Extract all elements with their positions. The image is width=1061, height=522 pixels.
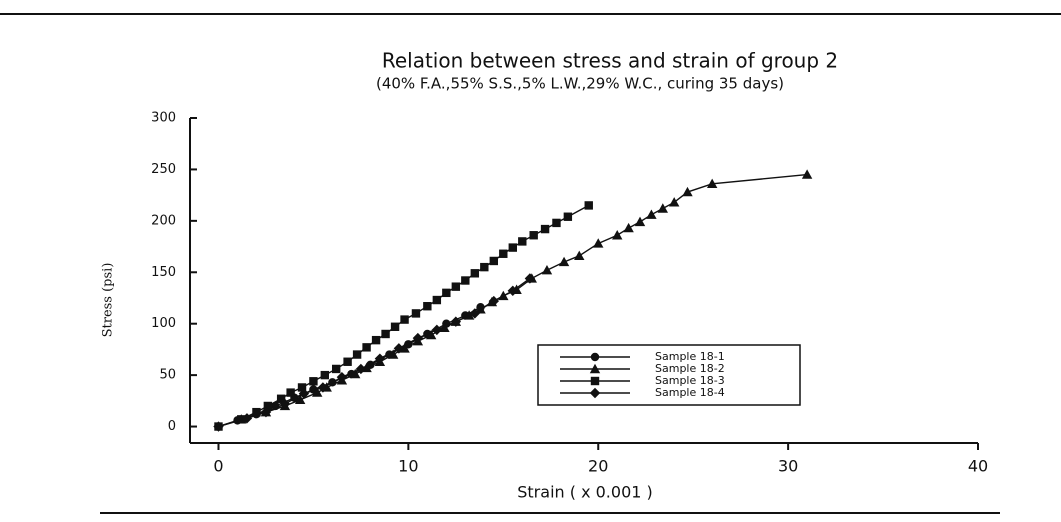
marker [263,401,273,411]
marker [371,335,381,345]
marker [508,243,517,252]
marker [480,262,489,272]
marker [518,237,527,246]
marker [320,370,330,380]
x-tick-label: 40 [968,457,988,476]
marker [343,357,352,366]
marker [529,231,538,240]
legend-marker [589,387,601,399]
marker [682,186,693,197]
x-tick-label: 30 [778,457,798,476]
legend-marker [589,363,601,374]
marker [276,394,286,403]
x-tick-label: 20 [588,457,608,476]
marker [260,406,272,418]
marker [470,269,480,278]
marker [432,295,442,305]
marker [593,238,604,248]
chart-subtitle: (40% F.A.,55% S.S.,5% L.W.,29% W.C., cur… [376,75,784,93]
marker [423,302,432,311]
marker [390,322,400,331]
marker [540,224,550,234]
y-tick-label: 0 [168,419,176,434]
x-tick-label: 10 [398,457,418,476]
legend-label: Sample 18-4 [655,386,725,399]
marker [393,343,405,354]
marker [574,250,585,261]
legend-box [537,344,801,406]
y-tick-label: 300 [151,111,176,126]
marker [352,350,362,359]
marker [381,329,390,339]
marker [469,308,481,319]
marker [431,324,443,336]
marker [801,169,813,179]
y-axis-label: Stress (psi) [101,263,116,338]
marker [355,363,367,375]
marker [706,178,718,189]
marker [623,222,634,233]
marker [541,265,553,275]
marker [425,329,437,340]
marker [400,315,409,324]
marker [499,249,508,258]
marker [387,349,399,359]
marker [563,212,573,221]
marker [336,371,348,383]
marker [668,197,680,207]
x-axis-label: Strain ( x 0.001 ) [517,483,653,502]
marker [362,343,371,352]
x-tick-label: 0 [213,457,223,476]
legend-marker [590,352,600,362]
marker [488,295,500,307]
marker [584,201,593,210]
marker [450,316,462,327]
marker [524,273,536,284]
marker [507,285,518,296]
marker [451,282,461,291]
marker [374,353,386,364]
series-line [218,204,590,428]
marker [558,256,570,267]
y-tick-label: 200 [151,213,176,228]
marker [411,309,421,318]
marker [657,203,668,213]
y-tick-label: 250 [151,162,176,177]
marker [294,394,306,405]
marker [213,421,224,432]
marker [552,218,561,228]
legend-label: Sample 18-2 [655,362,725,375]
marker [332,364,341,374]
marker [252,407,261,417]
chart-title: Relation between stress and strain of gr… [382,49,838,73]
marker [442,288,451,298]
marker [646,209,657,219]
y-tick-label: 150 [151,265,176,280]
marker [412,332,424,344]
legend-marker [590,376,600,386]
marker [489,256,499,266]
legend-label: Sample 18-1 [655,350,725,363]
marker [279,398,291,410]
marker [317,382,329,393]
marker [241,413,253,424]
marker [612,230,623,240]
marker [312,387,323,397]
marker [286,388,295,397]
marker [297,383,307,392]
marker [349,368,361,379]
y-tick-label: 50 [159,368,176,383]
y-tick-label: 100 [151,316,176,331]
marker [461,276,470,285]
marker [298,388,310,399]
marker [309,377,318,386]
legend-label: Sample 18-3 [655,374,725,387]
marker [634,216,646,227]
